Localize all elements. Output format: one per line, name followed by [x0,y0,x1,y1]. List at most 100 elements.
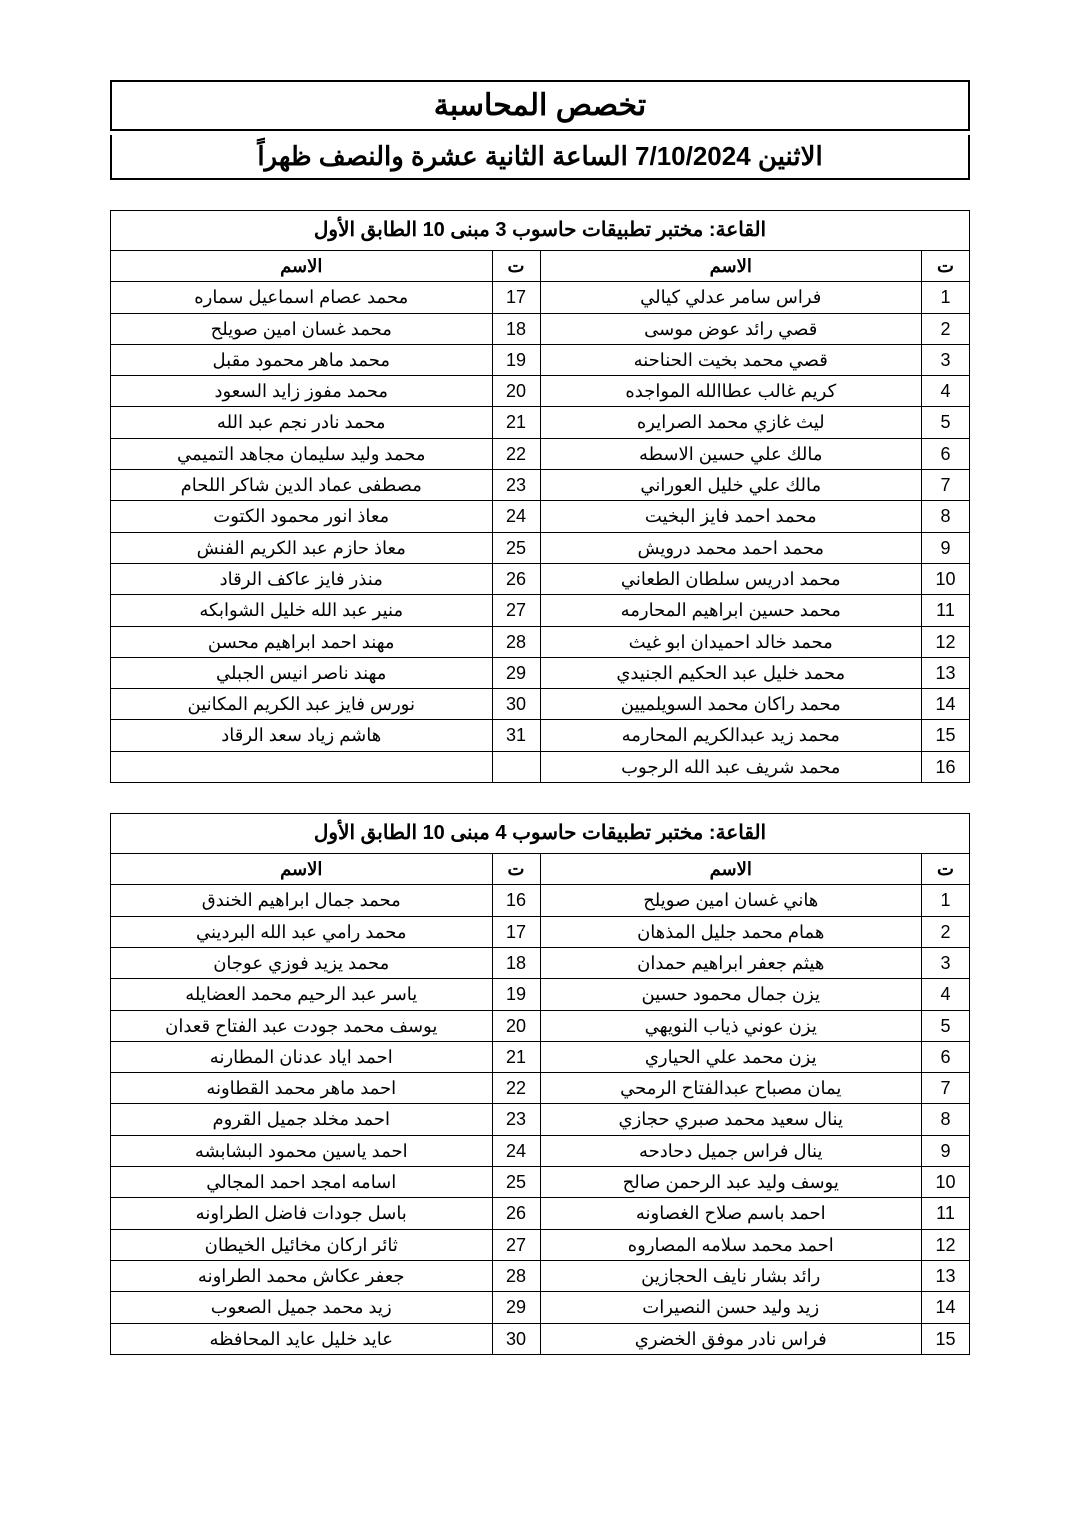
cell-name: رائد بشار نايف الحجازين [540,1260,922,1291]
cell-idx: 3 [922,947,970,978]
cell-name: ثائر اركان مخائيل الخيطان [111,1229,493,1260]
table-row: 4يزن جمال محمود حسين19ياسر عبد الرحيم مح… [111,979,970,1010]
table-row: 1فراس سامر عدلي كيالي17محمد عصام اسماعيل… [111,282,970,313]
cell-name: يزن عوني ذياب النويهي [540,1010,922,1041]
cell-idx: 11 [922,595,970,626]
cell-idx: 3 [922,344,970,375]
page-title: تخصص المحاسبة [112,82,968,129]
cell-idx: 2 [922,916,970,947]
cell-name: محمد ادريس سلطان الطعاني [540,563,922,594]
cell-idx: 5 [922,407,970,438]
cell-name: مهند احمد ابراهيم محسن [111,626,493,657]
cell-idx: 25 [492,1167,540,1198]
cell-name: محمد احمد فايز البخيت [540,501,922,532]
cell-name: يوسف وليد عبد الرحمن صالح [540,1167,922,1198]
cell-idx: 15 [922,720,970,751]
cell-name: مصطفى عماد الدين شاكر اللحام [111,470,493,501]
room-header: القاعة: مختبر تطبيقات حاسوب 4 مبنى 10 ال… [111,814,970,854]
cell-idx: 25 [492,532,540,563]
cell-idx: 17 [492,916,540,947]
cell-idx: 11 [922,1198,970,1229]
cell-name: محمد وليد سليمان مجاهد التميمي [111,438,493,469]
cell-idx: 17 [492,282,540,313]
table-row: 9محمد احمد محمد درويش25معاذ حازم عبد الك… [111,532,970,563]
cell-name: محمد يزيد فوزي عوجان [111,947,493,978]
cell-name: فراس سامر عدلي كيالي [540,282,922,313]
table-row: 5ليث غازي محمد الصرايره21محمد نادر نجم ع… [111,407,970,438]
cell-name: احمد ياسين محمود البشابشه [111,1135,493,1166]
cell-name: محمد رامي عبد الله البرديني [111,916,493,947]
cell-name [111,751,493,782]
table-row: 12محمد خالد احميدان ابو غيث28مهند احمد ا… [111,626,970,657]
cell-idx: 23 [492,470,540,501]
cell-name: هاني غسان امين صويلح [540,885,922,916]
cell-idx: 19 [492,344,540,375]
cell-name: عايد خليل عايد المحافظه [111,1323,493,1354]
cell-idx: 7 [922,1073,970,1104]
cell-name: هيثم جعفر ابراهيم حمدان [540,947,922,978]
cell-idx: 7 [922,470,970,501]
cell-idx: 28 [492,626,540,657]
cell-name: معاذ انور محمود الكتوت [111,501,493,532]
cell-name: محمد عصام اسماعيل سماره [111,282,493,313]
cell-name: احمد محمد سلامه المصاروه [540,1229,922,1260]
table-row: 11محمد حسين ابراهيم المحارمه27منير عبد ا… [111,595,970,626]
cell-name: ينال فراس جميل دحادحه [540,1135,922,1166]
title-box: تخصص المحاسبة [110,80,970,131]
room-header: القاعة: مختبر تطبيقات حاسوب 3 مبنى 10 ال… [111,211,970,251]
cell-name: فراس نادر موفق الخضري [540,1323,922,1354]
cell-idx: 13 [922,1260,970,1291]
cell-idx: 31 [492,720,540,751]
table-row: 3قصي محمد بخيت الحناحنه19محمد ماهر محمود… [111,344,970,375]
cell-idx: 27 [492,595,540,626]
cell-idx [492,751,540,782]
cell-idx: 30 [492,1323,540,1354]
cell-idx: 21 [492,1041,540,1072]
cell-idx: 9 [922,532,970,563]
table-row: 9ينال فراس جميل دحادحه24احمد ياسين محمود… [111,1135,970,1166]
cell-name: منير عبد الله خليل الشوابكه [111,595,493,626]
cell-idx: 19 [492,979,540,1010]
table: القاعة: مختبر تطبيقات حاسوب 4 مبنى 10 ال… [110,813,970,1355]
cell-name: محمد ماهر محمود مقبل [111,344,493,375]
roster-table: القاعة: مختبر تطبيقات حاسوب 3 مبنى 10 ال… [110,210,970,783]
datetime-box: الاثنين 7/10/2024 الساعة الثانية عشرة وا… [110,135,970,180]
cell-idx: 22 [492,1073,540,1104]
cell-name: محمد احمد محمد درويش [540,532,922,563]
cell-idx: 15 [922,1323,970,1354]
col-name: الاسم [540,251,922,282]
cell-idx: 14 [922,1292,970,1323]
cell-idx: 18 [492,947,540,978]
table-row: 15فراس نادر موفق الخضري30عايد خليل عايد … [111,1323,970,1354]
table: القاعة: مختبر تطبيقات حاسوب 3 مبنى 10 ال… [110,210,970,783]
cell-name: يوسف محمد جودت عبد الفتاح قعدان [111,1010,493,1041]
cell-idx: 13 [922,657,970,688]
cell-name: محمد نادر نجم عبد الله [111,407,493,438]
cell-idx: 1 [922,885,970,916]
table-row: 11احمد باسم صلاح الغصاونه26باسل جودات فا… [111,1198,970,1229]
table-row: 7مالك علي خليل العوراني23مصطفى عماد الدي… [111,470,970,501]
cell-name: محمد غسان امين صويلح [111,313,493,344]
cell-name: معاذ حازم عبد الكريم الفنش [111,532,493,563]
page-datetime: الاثنين 7/10/2024 الساعة الثانية عشرة وا… [112,135,968,178]
table-row: 16محمد شريف عبد الله الرجوب [111,751,970,782]
cell-name: قصي رائد عوض موسى [540,313,922,344]
cell-name: محمد شريف عبد الله الرجوب [540,751,922,782]
cell-idx: 27 [492,1229,540,1260]
table-row: 4كريم غالب عطاالله المواجده20محمد مفوز ز… [111,376,970,407]
cell-idx: 9 [922,1135,970,1166]
table-row: 5يزن عوني ذياب النويهي20يوسف محمد جودت ع… [111,1010,970,1041]
table-row: 10محمد ادريس سلطان الطعاني26منذر فايز عا… [111,563,970,594]
roster-table: القاعة: مختبر تطبيقات حاسوب 4 مبنى 10 ال… [110,813,970,1355]
cell-name: محمد زيد عبدالكريم المحارمه [540,720,922,751]
cell-name: ياسر عبد الرحيم محمد العضايله [111,979,493,1010]
cell-idx: 18 [492,313,540,344]
cell-name: باسل جودات فاضل الطراونه [111,1198,493,1229]
table-row: 8محمد احمد فايز البخيت24معاذ انور محمود … [111,501,970,532]
cell-idx: 12 [922,1229,970,1260]
cell-name: محمد حسين ابراهيم المحارمه [540,595,922,626]
table-row: 6يزن محمد علي الحياري21احمد اياد عدنان ا… [111,1041,970,1072]
cell-name: منذر فايز عاكف الرقاد [111,563,493,594]
cell-name: يمان مصباح عبدالفتاح الرمحي [540,1073,922,1104]
cell-idx: 8 [922,1104,970,1135]
